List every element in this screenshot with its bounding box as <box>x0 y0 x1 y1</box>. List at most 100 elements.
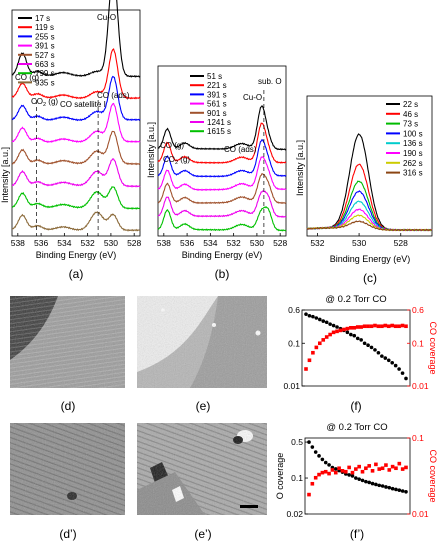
o-coverage-point-7 <box>327 463 331 467</box>
panel-c-frame <box>306 95 433 237</box>
o-coverage-point-9 <box>331 323 336 328</box>
left-tick-label-1: 0.5 <box>291 437 303 447</box>
co-coverage-point-5 <box>320 470 325 475</box>
legend-entry-4: 561 s <box>207 100 227 109</box>
o-coverage-point-15 <box>354 476 358 480</box>
co-coverage-point-9 <box>331 330 336 335</box>
right-tick-label-2: 0.01 <box>412 509 429 519</box>
left-tick-label-3: 0.02 <box>286 509 303 519</box>
panel-d2-label: (d’) <box>59 527 76 541</box>
co-coverage-point-11 <box>340 469 345 473</box>
co-coverage-point-16 <box>355 325 360 329</box>
panel-b-xlabel: Binding Energy (eV) <box>182 250 263 260</box>
o-coverage-point-5 <box>320 457 325 462</box>
o-coverage-point-19 <box>366 343 370 348</box>
co-coverage-point-6 <box>321 338 326 342</box>
o-coverage-point-22 <box>377 483 382 488</box>
legend-entry-6: 1241 s <box>207 118 231 127</box>
panel-b-sub-o-label: sub. O <box>258 77 282 86</box>
co-coverage-point-4 <box>314 345 319 350</box>
co-coverage-point-19 <box>366 324 370 329</box>
o-coverage-point-17 <box>360 478 365 483</box>
spectrum-4 <box>306 190 433 232</box>
panel-e2-label: (e’) <box>194 527 211 541</box>
o-coverage-point-6 <box>323 460 328 465</box>
stm-image-d <box>10 296 125 388</box>
o-coverage-point-15 <box>352 333 357 338</box>
co-coverage-point-17 <box>359 325 363 329</box>
o-coverage-point-17 <box>359 338 363 342</box>
spectrum-6 <box>157 190 287 219</box>
legend-entry-1: 51 s <box>207 72 222 81</box>
panel-f2-left-ylabel: O coverage <box>275 453 285 500</box>
co-coverage-point-27 <box>394 466 398 471</box>
spectrum-5 <box>157 173 287 205</box>
o-coverage-point-27 <box>393 363 398 368</box>
legend-entry-3: 255 s <box>35 32 55 41</box>
o-coverage-point-25 <box>386 358 391 363</box>
o-coverage-point-22 <box>376 350 381 355</box>
co-coverage-point-9 <box>333 470 338 475</box>
panel-f2: @ 0.2 Torr CO 0.5 0.1 0.02 0.1 0.01 O covera… <box>275 422 438 541</box>
legend-entry-8: 316 s <box>403 169 423 178</box>
legend-entry-5: 136 s <box>403 139 423 148</box>
co-coverage-point-30 <box>404 324 408 329</box>
co-coverage-point-2 <box>310 481 315 486</box>
co-coverage-point-24 <box>384 463 388 467</box>
scale-bar <box>240 505 258 508</box>
spectrum-2 <box>11 48 141 100</box>
panel-c-ticks: 532 530 528 <box>310 233 408 248</box>
co-coverage-point-20 <box>369 324 374 329</box>
o-coverage-point-29 <box>400 489 405 493</box>
panel-b-label: (b) <box>215 267 230 281</box>
spectrum-6 <box>11 158 141 188</box>
o-coverage-point-1 <box>304 312 308 316</box>
co-coverage-point-18 <box>364 466 368 471</box>
spectrum-8 <box>11 211 141 232</box>
stm-image-d2 <box>10 423 125 515</box>
panel-c-curves <box>306 133 433 232</box>
legend-entry-1: 17 s <box>35 14 50 23</box>
panel-a-co-ads-label: CO (ads) <box>97 91 130 100</box>
panel-c-xlabel: Binding Energy (eV) <box>330 254 411 264</box>
o-coverage-point-13 <box>345 330 350 335</box>
co-coverage-point-20 <box>370 469 375 473</box>
panel-a-ticks: 538 536 534 532 530 528 <box>11 233 142 248</box>
o-coverage-point-30 <box>404 490 408 494</box>
o-coverage-point-7 <box>324 320 329 325</box>
co-coverage-point-1 <box>304 367 308 371</box>
spectrum-1 <box>157 105 287 151</box>
co-coverage-point-13 <box>347 465 351 470</box>
co-coverage-point-22 <box>377 467 382 471</box>
o-coverage-point-23 <box>380 484 385 488</box>
x-tick-label-6: 528 <box>273 238 287 248</box>
o-coverage-point-19 <box>367 480 372 485</box>
x-tick-label-6: 528 <box>127 238 141 248</box>
o-coverage-point-24 <box>384 485 388 489</box>
co-coverage-point-21 <box>373 323 377 328</box>
co-coverage-point-28 <box>397 461 402 466</box>
co-coverage-point-12 <box>343 469 348 474</box>
panel-a-cuo-label: Cu-O <box>97 13 116 22</box>
co-coverage-point-12 <box>342 327 346 332</box>
right-tick-label-1: 0.6 <box>412 305 424 315</box>
x-tick-label-4: 532 <box>227 238 241 248</box>
o-coverage-point-13 <box>347 473 351 477</box>
o-coverage-point-18 <box>364 479 368 484</box>
o-coverage-point-25 <box>387 485 392 490</box>
panel-f-right-ylabel: CO coverage <box>428 321 438 374</box>
co-coverage-point-3 <box>313 475 318 480</box>
spectrum-7 <box>157 205 287 232</box>
legend-entry-3: 73 s <box>403 120 418 129</box>
co-coverage-point-15 <box>352 325 357 330</box>
left-tick-label-2: 0.1 <box>291 473 303 483</box>
legend-entry-5: 901 s <box>207 109 227 118</box>
panel-f2-right-ylabel: CO coverage <box>428 449 438 502</box>
legend-entry-4: 391 s <box>35 42 55 51</box>
co-coverage-point-18 <box>362 324 367 329</box>
o-coverage-point-26 <box>390 360 395 365</box>
o-coverage-point-28 <box>397 367 401 371</box>
o-coverage-point-24 <box>383 356 388 360</box>
